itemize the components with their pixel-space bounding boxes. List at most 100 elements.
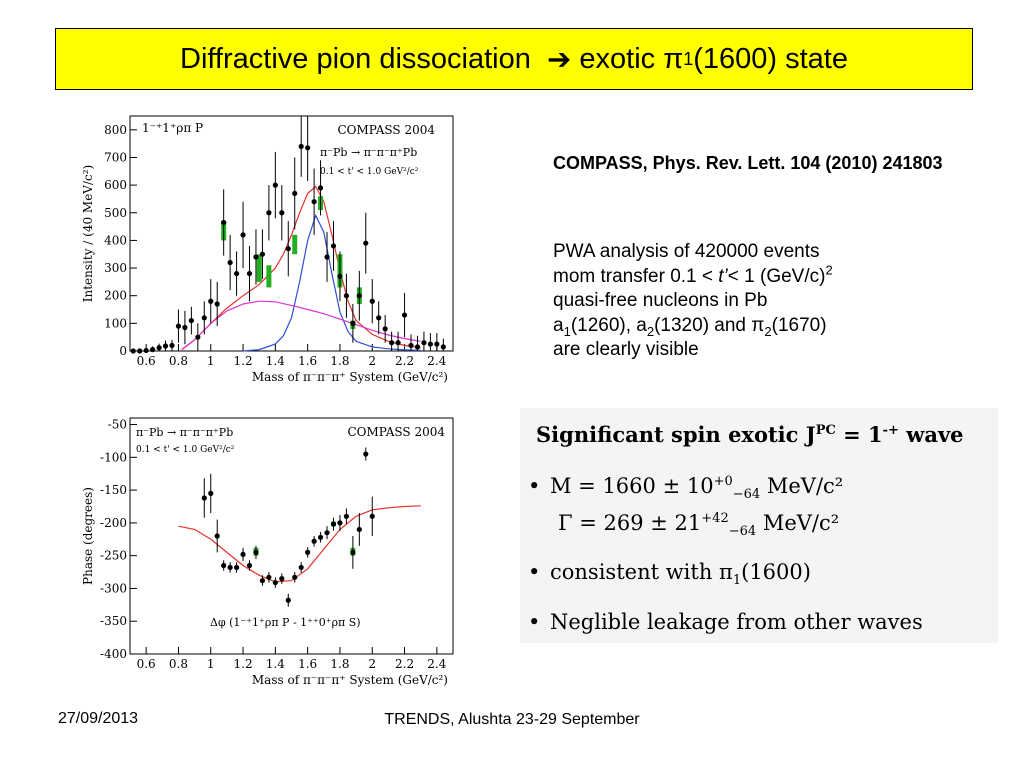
- data-point: [395, 340, 401, 346]
- y-tick-label: -400: [100, 647, 127, 661]
- info-line-2-a: mom transfer 0.1 <: [553, 265, 719, 287]
- mass-sup: +0: [713, 474, 733, 489]
- data-point: [221, 562, 227, 569]
- mass-sub: −64: [732, 487, 761, 503]
- x-tick-label: 1: [207, 354, 215, 368]
- data-point: [363, 451, 369, 457]
- data-point: [279, 210, 285, 216]
- data-point: [317, 185, 324, 191]
- info-t-prime: t’: [718, 265, 728, 287]
- data-point: [369, 298, 375, 304]
- data-point: [305, 549, 311, 555]
- x-tick-label: 1.6: [298, 657, 317, 671]
- y-tick-label: -250: [100, 549, 127, 563]
- x-tick-label: 1.6: [298, 354, 317, 368]
- x-tick-label: 2: [368, 354, 376, 368]
- y-tick-label: 0: [119, 344, 127, 358]
- data-point: [363, 240, 369, 246]
- data-point: [421, 340, 427, 346]
- data-point: [188, 317, 194, 324]
- x-tick-label: 1: [207, 657, 215, 671]
- leakage-text: Neglible leakage from other waves: [550, 610, 923, 634]
- y-tick-label: -300: [100, 581, 127, 595]
- y-tick-label: 500: [104, 206, 127, 220]
- y-tick-label: -150: [100, 483, 127, 497]
- data-point: [143, 347, 149, 354]
- footer-event: TRENDS, Alushta 23-29 September: [384, 711, 640, 728]
- y-tick-label: 100: [104, 316, 127, 330]
- data-point: [292, 190, 298, 197]
- data-point: [233, 270, 240, 277]
- info-line-2: mom transfer 0.1 < t’< 1 (GeV/c)2: [553, 263, 973, 290]
- data-point: [311, 538, 317, 544]
- y-tick-label: 400: [104, 233, 127, 247]
- width-value: Γ = 269 ± 21: [558, 511, 702, 535]
- width-sub: −64: [728, 524, 757, 540]
- data-point: [259, 577, 266, 584]
- footer-date: 27/09/2013: [58, 710, 139, 727]
- data-point: [324, 254, 330, 260]
- data-point: [162, 343, 169, 349]
- data-point: [343, 293, 350, 299]
- data-point: [266, 210, 272, 216]
- data-point: [246, 270, 253, 277]
- info-a: a: [553, 314, 564, 336]
- bullet-icon: •: [528, 610, 541, 634]
- panel-heading-end: wave: [898, 422, 964, 447]
- y-tick-label: 300: [104, 261, 127, 275]
- info-c: (1320) and π: [654, 314, 765, 336]
- data-point: [285, 597, 291, 603]
- intensity-chart: 0.6 0.8 1 1.2 1.4 1.6 1.8 2 2.2 2.4 0 100 200 300 400 5…: [78, 108, 458, 398]
- y-tick-label: -50: [108, 418, 127, 432]
- result-panel: Significant spin exotic JPC = 1-+ wave •…: [520, 408, 998, 643]
- data-point: [221, 219, 227, 226]
- data-point: [266, 574, 272, 580]
- data-point: [440, 344, 446, 350]
- x-axis-label: Mass of π⁻π⁻π⁺ System (GeV/c²): [252, 370, 448, 384]
- data-point: [130, 348, 136, 354]
- x-tick-label: 2: [368, 657, 376, 671]
- title-sub: 1: [683, 48, 694, 69]
- data-point: [253, 549, 259, 555]
- wave-label: Δφ (1⁻⁺1⁺ρπ P - 1⁺⁺0⁺ρπ S): [210, 616, 361, 629]
- fit-curve-fit: [178, 505, 421, 583]
- info-a-sub: 1: [563, 323, 571, 339]
- data-point: [201, 315, 207, 321]
- data-point: [137, 348, 143, 354]
- phase-chart: 0.6 0.8 1 1.2 1.4 1.6 1.8 2 2.2 2.4 -50 -100 -150 -20…: [78, 410, 458, 698]
- data-point: [272, 182, 278, 188]
- tcut-label: 0.1 < t' < 1.0 GeV²/c²: [136, 445, 235, 455]
- mass-unit: MeV/c²: [760, 474, 844, 498]
- data-point: [182, 324, 188, 331]
- arrow-icon: ➔: [547, 43, 572, 76]
- slide-title: Diffractive pion dissociation ➔ exotic π…: [55, 28, 973, 90]
- data-point: [227, 564, 233, 571]
- wave-label: 1⁻⁺1⁺ρπ P: [142, 121, 203, 135]
- data-point: [195, 334, 201, 340]
- data-point: [201, 495, 207, 501]
- y-axis-label: Phase (degrees): [81, 487, 95, 585]
- data-point: [292, 574, 298, 580]
- y-tick-label: -350: [100, 614, 127, 628]
- data-point: [343, 513, 350, 519]
- bullet-icon: •: [528, 474, 541, 498]
- y-tick-label: 700: [104, 150, 127, 164]
- data-point: [208, 298, 214, 304]
- x-tick-label: 1.4: [266, 354, 285, 368]
- data-point: [337, 273, 343, 279]
- data-point: [305, 145, 311, 151]
- consistent-text: consistent with π: [550, 560, 733, 584]
- chart-title: COMPASS 2004: [347, 425, 445, 439]
- panel-heading: Significant spin exotic JPC = 1-+ wave: [536, 422, 964, 447]
- info-line-1: PWA analysis of 420000 events: [553, 241, 820, 262]
- info-line-4: a1(1260), a2(1320) and π2(1670): [553, 314, 973, 339]
- data-point: [369, 513, 375, 519]
- data-point: [272, 579, 278, 586]
- phase-chart-svg: 0.6 0.8 1 1.2 1.4 1.6 1.8 2 2.2 2.4 -50 -100 -150 -20…: [81, 417, 454, 687]
- bullet-width: Γ = 269 ± 21+42−64 MeV/c²: [558, 511, 839, 539]
- mass-value: M = 1660 ± 10: [550, 474, 714, 498]
- info-line-3: quasi-free nucleons in Pb: [553, 290, 768, 311]
- data-point: [259, 251, 266, 257]
- data-point: [253, 254, 259, 260]
- data-point: [434, 341, 440, 347]
